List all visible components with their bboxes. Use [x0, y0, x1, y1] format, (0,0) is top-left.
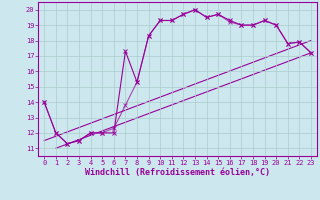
- X-axis label: Windchill (Refroidissement éolien,°C): Windchill (Refroidissement éolien,°C): [85, 168, 270, 177]
